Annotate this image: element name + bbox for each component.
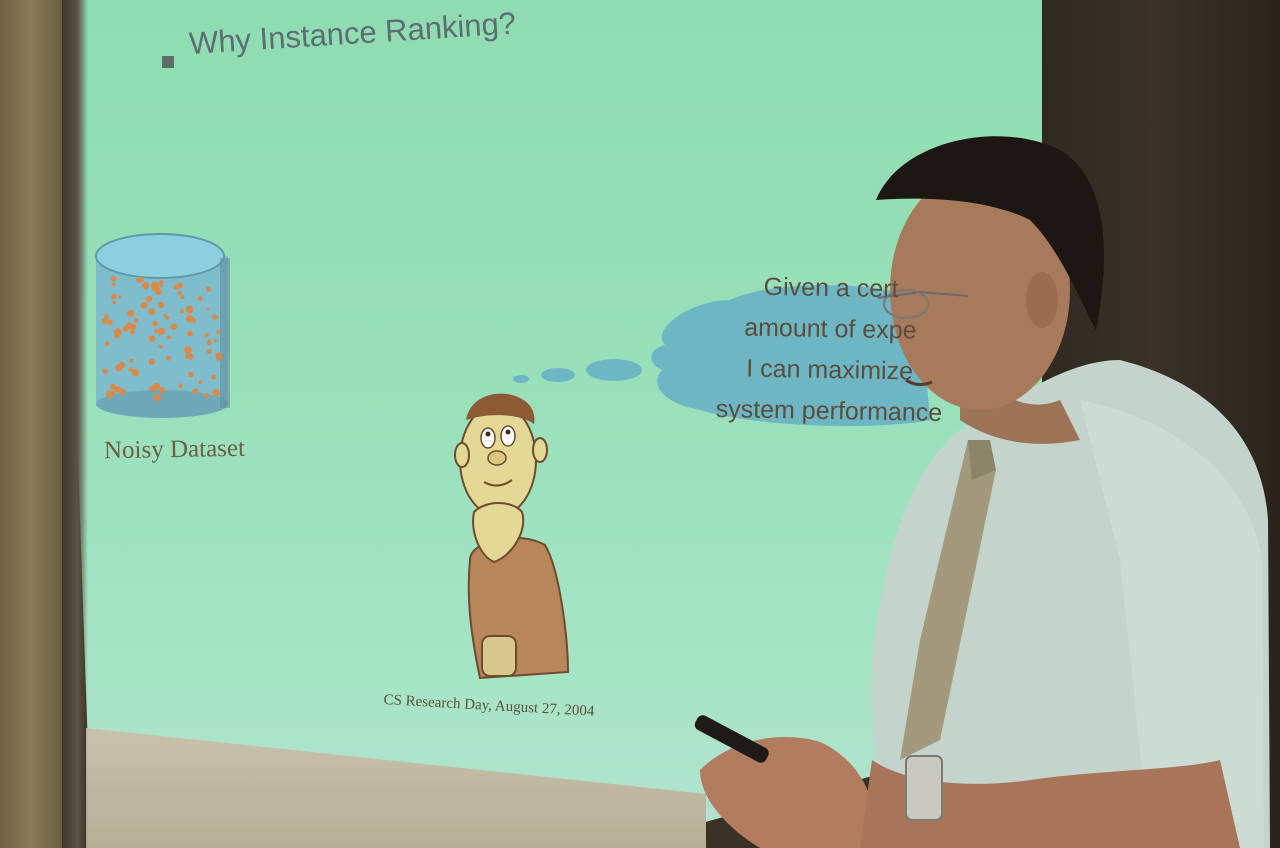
noise-dot — [178, 383, 183, 388]
noise-dot — [154, 288, 162, 296]
dataset-label: Noisy Dataset — [103, 434, 246, 465]
noise-dot — [185, 314, 194, 323]
noise-dot — [119, 388, 126, 396]
noise-dot — [148, 335, 156, 343]
presenter-figure — [694, 136, 1270, 848]
noise-dot — [212, 389, 220, 397]
noise-dot — [211, 374, 217, 380]
noise-dot — [197, 296, 203, 301]
noise-dot — [206, 339, 212, 346]
noise-dot — [148, 358, 155, 365]
noise-dot — [145, 296, 153, 303]
noise-dot — [111, 390, 116, 395]
noise-dot — [151, 281, 160, 290]
noise-dot — [102, 368, 108, 374]
noise-dot — [184, 346, 192, 354]
noise-dot — [114, 333, 120, 339]
noise-dot — [148, 308, 156, 316]
noise-dot — [170, 323, 178, 330]
noise-dot — [179, 309, 184, 314]
noise-dot — [104, 314, 110, 320]
noise-dot — [157, 327, 166, 335]
noise-dot — [110, 383, 117, 390]
thought-line: amount of expe — [743, 313, 917, 345]
noise-dot — [153, 394, 161, 402]
noise-dot — [149, 385, 156, 392]
noise-dot — [154, 329, 159, 334]
noise-dot — [216, 330, 221, 335]
noise-dot — [167, 335, 171, 340]
noise-dot — [110, 275, 117, 282]
noise-dot — [111, 282, 116, 287]
noise-dot — [131, 368, 140, 377]
thought-line: Given a cert — [763, 272, 899, 304]
noise-dot — [213, 339, 217, 343]
noise-dot — [185, 305, 194, 314]
thought-bubble-text: Given a cert amount of expe I can maximi… — [699, 266, 962, 435]
thought-bubble-icon — [513, 285, 930, 426]
noise-dot — [212, 314, 218, 320]
noise-dot — [204, 392, 210, 398]
noise-dot — [136, 276, 143, 283]
noise-dot — [180, 295, 185, 300]
thought-line: I can maximize — [746, 354, 914, 386]
noise-dot — [133, 318, 139, 323]
noise-dot — [105, 341, 110, 346]
noise-dot — [187, 353, 194, 360]
thinking-person-icon — [454, 393, 570, 680]
noise-dot — [159, 344, 163, 349]
noise-dot — [118, 295, 122, 299]
noise-dot — [111, 293, 117, 300]
noise-dot — [101, 318, 108, 325]
noise-dot — [185, 354, 190, 359]
noise-dot — [128, 366, 134, 372]
title-bullet — [162, 56, 174, 68]
noise-dot — [216, 357, 221, 361]
noise-dot — [206, 307, 210, 311]
noise-dot — [188, 371, 194, 378]
noise-dot — [112, 300, 116, 305]
noise-dot — [206, 349, 212, 354]
noise-dot — [198, 380, 203, 385]
noise-dot — [140, 301, 148, 309]
noise-dot — [205, 286, 211, 292]
noise-dot — [129, 358, 134, 363]
noise-dot — [165, 355, 171, 361]
noise-dot — [173, 284, 179, 290]
noise-dot — [215, 352, 223, 360]
noise-dot — [177, 291, 182, 296]
screen-left-edge — [62, 0, 88, 848]
noise-dot — [128, 323, 132, 327]
thought-line: system performance — [715, 395, 943, 427]
noise-dot — [140, 277, 144, 282]
noise-dot — [158, 281, 164, 287]
noise-dot — [115, 364, 123, 372]
noise-dot — [142, 282, 150, 290]
noise-dot — [192, 388, 199, 395]
noise-dot — [107, 319, 113, 326]
noise-dot — [158, 387, 166, 394]
noise-dot — [152, 320, 158, 327]
noise-dot — [114, 386, 122, 393]
dataset-cylinder-icon — [95, 233, 230, 418]
noise-dot — [129, 329, 136, 335]
noise-dot — [163, 314, 167, 318]
noise-dot — [130, 323, 136, 330]
noise-dot — [158, 301, 165, 309]
noise-dot — [204, 333, 209, 338]
noise-dot — [187, 330, 193, 337]
noise-dot — [127, 309, 135, 317]
